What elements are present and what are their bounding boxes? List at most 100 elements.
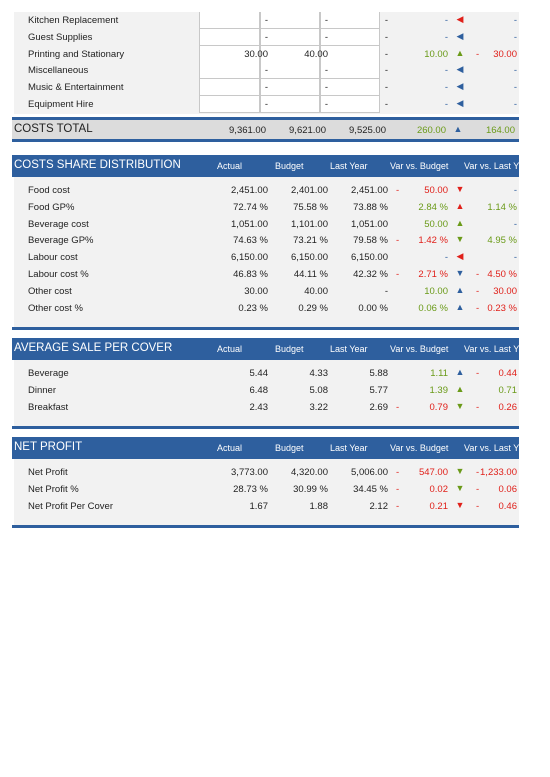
var-last-year-cell: 0.23 % bbox=[487, 302, 517, 314]
budget-cell: 0.29 % bbox=[298, 302, 328, 314]
header-budget: Budget bbox=[275, 443, 304, 453]
budget-cell: 40.00 bbox=[304, 48, 328, 60]
header-last-year: Last Year bbox=[330, 161, 368, 171]
table-row: Beverage GP% 74.63 % 73.21 % 79.58 % - 1.42 %… bbox=[14, 232, 519, 249]
var-last-year-sign: - bbox=[476, 302, 480, 314]
budget-cell: 4.33 bbox=[309, 368, 329, 379]
last-year-cell: 5.88 bbox=[369, 368, 389, 379]
var-last-year-cell: 1.14 % bbox=[487, 201, 517, 213]
last-year-cell: 79.58 % bbox=[353, 235, 388, 247]
cell-box bbox=[199, 45, 260, 63]
actual-cell: 0.23 % bbox=[238, 302, 268, 314]
budget-cell: 3.22 bbox=[309, 401, 329, 413]
table-row: Other cost 30.00 40.00-10.00 ▲ -30.00 bbox=[14, 283, 519, 300]
table-row: Food GP% 72.74 % 75.58 % 73.88 % 2.84 % ▲ 1.14… bbox=[14, 199, 519, 216]
table-row: Breakfast 2.43 3.22 2.69-0.79 ▼ -0.26 bbox=[14, 399, 519, 416]
last-year-cell: 73.88 % bbox=[353, 201, 388, 213]
last-year-cell: 0.00 % bbox=[358, 302, 388, 314]
costs-total-var-budget: 260.00 bbox=[416, 125, 446, 136]
variance-arrow-icon: ▲ bbox=[455, 47, 465, 58]
variance-arrow-icon: ▼ bbox=[455, 268, 465, 278]
actual-cell: 30.00 bbox=[244, 48, 268, 60]
table-row: Labour cost % 46.83 % 44.11 % 42.32 % -2.71 … bbox=[14, 266, 519, 283]
var-budget-cell: 2.84 % bbox=[418, 201, 448, 213]
last-year-cell: - bbox=[384, 82, 388, 94]
var-last-year-cell: - bbox=[513, 185, 517, 196]
var-last-year-sign: - bbox=[476, 285, 480, 297]
row-label: Printing and Stationary bbox=[28, 48, 125, 60]
row-label: Net Profit % bbox=[28, 483, 79, 495]
cell-box bbox=[320, 96, 380, 113]
variance-arrow-icon: ▲ bbox=[455, 217, 465, 228]
var-budget-sign: - bbox=[396, 185, 400, 196]
costs-total-var-last-year: 164.00 bbox=[485, 125, 515, 136]
header-actual: Actual bbox=[217, 344, 243, 354]
table-row: Dinner 6.48 5.08 5.77 1.39 ▲ 0.71 bbox=[14, 382, 519, 399]
table-row: Music & Entertainment - - - - ◀ - bbox=[14, 79, 519, 97]
actual-cell: - bbox=[264, 99, 268, 110]
var-budget-sign: - bbox=[396, 467, 400, 478]
variance-arrow-icon: ▼ bbox=[455, 482, 465, 493]
var-budget-cell: 0.79 bbox=[429, 401, 449, 413]
table-row: Net Profit Per Cover 1.67 1.88 2.12-0.21 ▼ -0… bbox=[14, 498, 519, 515]
variance-arrow-icon: ▲ bbox=[455, 200, 465, 211]
actual-cell: 2,451.00 bbox=[231, 185, 268, 196]
last-year-cell: 2.12 bbox=[369, 500, 389, 512]
costs-total-last-year: 9,525.00 bbox=[349, 125, 386, 136]
row-label: Labour cost bbox=[28, 252, 78, 264]
var-last-year-cell: 4.95 % bbox=[487, 235, 517, 247]
actual-cell: 74.63 % bbox=[233, 235, 268, 247]
section-title: NET PROFIT bbox=[14, 441, 83, 453]
header-budget: Budget bbox=[275, 161, 304, 171]
row-label: Other cost bbox=[28, 285, 72, 297]
section-panel bbox=[14, 360, 519, 427]
header-actual: Actual bbox=[217, 443, 243, 453]
actual-cell: 5.44 bbox=[249, 368, 269, 379]
actual-cell: 28.73 % bbox=[233, 483, 268, 495]
var-budget-sign: - bbox=[396, 483, 400, 495]
section-header: COSTS SHARE DISTRIBUTION Actual Budget Last… bbox=[12, 155, 519, 177]
cell-box bbox=[320, 79, 380, 97]
last-year-cell: 42.32 % bbox=[353, 269, 388, 280]
variance-arrow-icon: ▲ bbox=[455, 301, 465, 312]
cell-box bbox=[199, 28, 260, 46]
var-last-year-cell: - bbox=[513, 218, 517, 230]
var-last-year-cell: - bbox=[513, 31, 517, 43]
budget-cell: 5.08 bbox=[309, 384, 329, 396]
actual-cell: 72.74 % bbox=[233, 201, 268, 213]
cell-box bbox=[260, 96, 320, 113]
header-last-year: Last Year bbox=[330, 344, 368, 354]
actual-cell: 6,150.00 bbox=[231, 252, 268, 264]
cell-box bbox=[199, 12, 260, 29]
variance-arrow-icon: ◀ bbox=[456, 14, 464, 24]
var-last-year-cell: 0.44 bbox=[498, 368, 518, 379]
last-year-cell: 5.77 bbox=[369, 384, 389, 396]
var-budget-cell: - bbox=[444, 31, 448, 43]
variance-arrow-icon: ▼ bbox=[455, 466, 465, 476]
var-last-year-cell: 30.00 bbox=[493, 48, 517, 60]
var-budget-sign: - bbox=[396, 401, 400, 413]
budget-cell: - bbox=[324, 15, 328, 26]
var-budget-cell: - bbox=[444, 252, 448, 264]
var-last-year-cell: - bbox=[513, 65, 517, 77]
actual-cell: 1.67 bbox=[249, 500, 269, 512]
var-budget-cell: 1.11 bbox=[430, 368, 448, 379]
header-actual: Actual bbox=[217, 161, 243, 171]
budget-cell: 1,101.00 bbox=[291, 218, 328, 230]
row-label: Music & Entertainment bbox=[28, 82, 124, 94]
actual-cell: 1,051.00 bbox=[231, 218, 268, 230]
var-budget-sign: - bbox=[396, 500, 400, 512]
table-row: Food cost 2,451.00 2,401.00 2,451.00-50.00 ▼… bbox=[14, 182, 519, 199]
actual-cell: 30.00 bbox=[244, 285, 268, 297]
variance-arrow-icon: ▲ bbox=[455, 284, 465, 295]
header-var-last-year: Var vs. Last Y bbox=[464, 344, 520, 354]
actual-cell: - bbox=[264, 65, 268, 77]
table-row: Kitchen Replacement - - - - ◀ - bbox=[14, 12, 519, 29]
variance-arrow-icon: ▲ bbox=[455, 367, 465, 377]
row-label: Food cost bbox=[28, 185, 70, 196]
variance-arrow-icon: ▼ bbox=[455, 184, 465, 194]
section-rule bbox=[12, 117, 519, 120]
variance-arrow-icon: ▼ bbox=[455, 400, 465, 411]
last-year-cell: - bbox=[384, 48, 388, 60]
last-year-cell: - bbox=[384, 285, 388, 297]
